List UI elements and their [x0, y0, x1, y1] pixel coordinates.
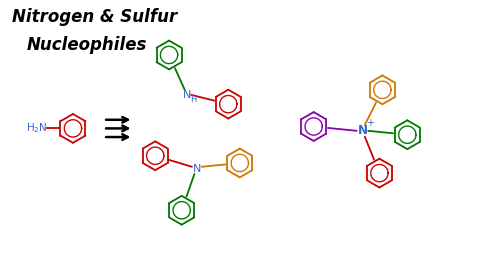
Text: N: N [358, 124, 367, 137]
Text: Nitrogen & Sulfur: Nitrogen & Sulfur [12, 8, 177, 26]
Text: N: N [192, 164, 201, 174]
Text: Nucleophiles: Nucleophiles [26, 36, 147, 54]
Text: N: N [183, 90, 192, 100]
Text: +: + [366, 118, 374, 128]
Text: H$_2$N: H$_2$N [26, 122, 48, 135]
Text: H: H [190, 95, 197, 104]
